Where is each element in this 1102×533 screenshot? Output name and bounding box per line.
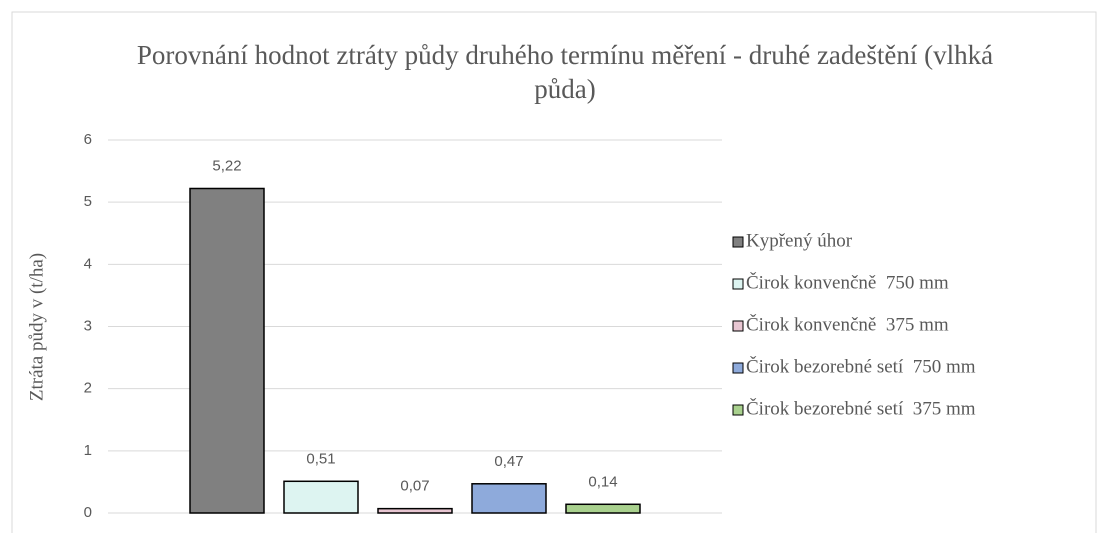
chart-title: Porovnání hodnot ztráty půdy druhého ter… — [136, 40, 994, 104]
legend-label: Kypřený úhor — [746, 230, 853, 251]
y-tick-label: 0 — [84, 504, 92, 521]
y-tick-label: 6 — [84, 131, 92, 148]
y-axis-label: Ztráta půdy v (t/ha) — [26, 253, 47, 401]
legend-swatch — [732, 236, 744, 248]
legend-label: Čirok konvenčně 750 mm — [746, 271, 949, 293]
legend-swatch — [732, 320, 744, 332]
y-tick-label: 2 — [84, 380, 92, 397]
data-label: 0,07 — [400, 478, 429, 495]
data-label: 0,47 — [494, 453, 523, 470]
data-label: 0,14 — [588, 473, 617, 490]
bar — [189, 187, 265, 514]
legend-swatch — [732, 362, 744, 374]
y-tick-label: 4 — [84, 255, 92, 272]
y-tick-label: 5 — [84, 193, 92, 210]
legend-swatch — [732, 278, 744, 290]
data-label: 0,51 — [306, 450, 335, 467]
bar — [565, 503, 641, 514]
data-label: 5,22 — [212, 157, 241, 174]
bar — [377, 507, 453, 514]
legend-swatch — [732, 404, 744, 416]
bar — [283, 480, 359, 514]
legend-label: Čirok bezorebné setí 375 mm — [746, 397, 976, 419]
legend-label: Čirok bezorebné setí 750 mm — [746, 355, 976, 377]
y-tick-label: 1 — [84, 442, 92, 459]
legend-label: Čirok konvenčně 375 mm — [746, 313, 949, 335]
y-tick-label: 3 — [84, 317, 92, 334]
bar — [471, 483, 547, 514]
